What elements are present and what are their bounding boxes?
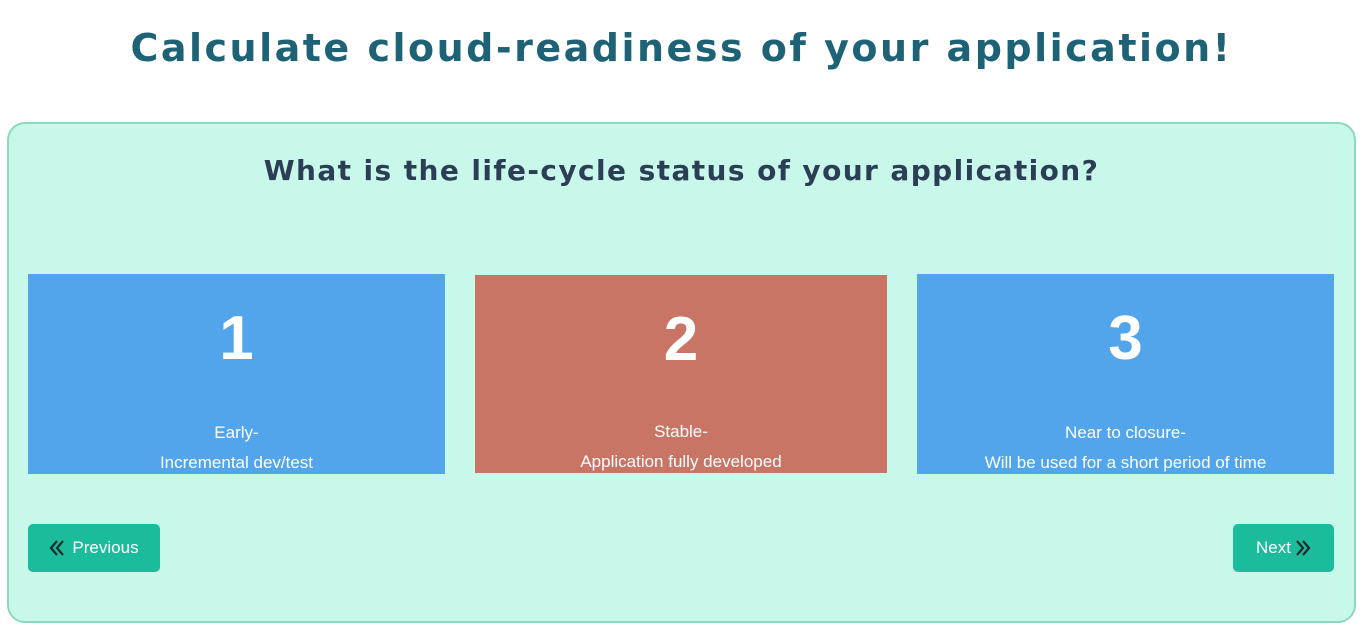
option-detail: Will be used for a short period of time (984, 453, 1267, 472)
option-number: 1 (219, 304, 254, 373)
previous-button[interactable]: Previous (28, 524, 160, 572)
option-card-1[interactable]: 1 Early- Incremental dev/test (28, 274, 445, 474)
option-card-2[interactable]: 2 Stable- Application fully developed (475, 275, 887, 473)
question-text: What is the life-cycle status of your ap… (263, 154, 1100, 187)
option-number: 3 (1108, 304, 1143, 373)
option-description: Early- Incremental dev/test (28, 418, 445, 478)
option-description: Stable- Application fully developed (475, 417, 887, 477)
next-button-label: Next (1256, 538, 1291, 557)
previous-button-label: Previous (72, 538, 139, 557)
page-title: Calculate cloud-readiness of your applic… (130, 26, 1233, 70)
option-description: Near to closure- Will be used for a shor… (917, 418, 1334, 478)
double-chevron-left-icon (49, 539, 72, 557)
option-detail: Application fully developed (580, 452, 782, 471)
option-label: Stable- (654, 422, 708, 441)
double-chevron-right-icon (1291, 539, 1311, 557)
option-detail: Incremental dev/test (159, 453, 314, 472)
option-label: Early- (214, 423, 259, 442)
option-number: 2 (663, 305, 699, 374)
option-card-3[interactable]: 3 Near to closure- Will be used for a sh… (917, 274, 1334, 474)
option-label: Near to closure- (1065, 423, 1186, 442)
question-panel: What is the life-cycle status of your ap… (7, 122, 1356, 623)
next-button[interactable]: Next (1233, 524, 1334, 572)
